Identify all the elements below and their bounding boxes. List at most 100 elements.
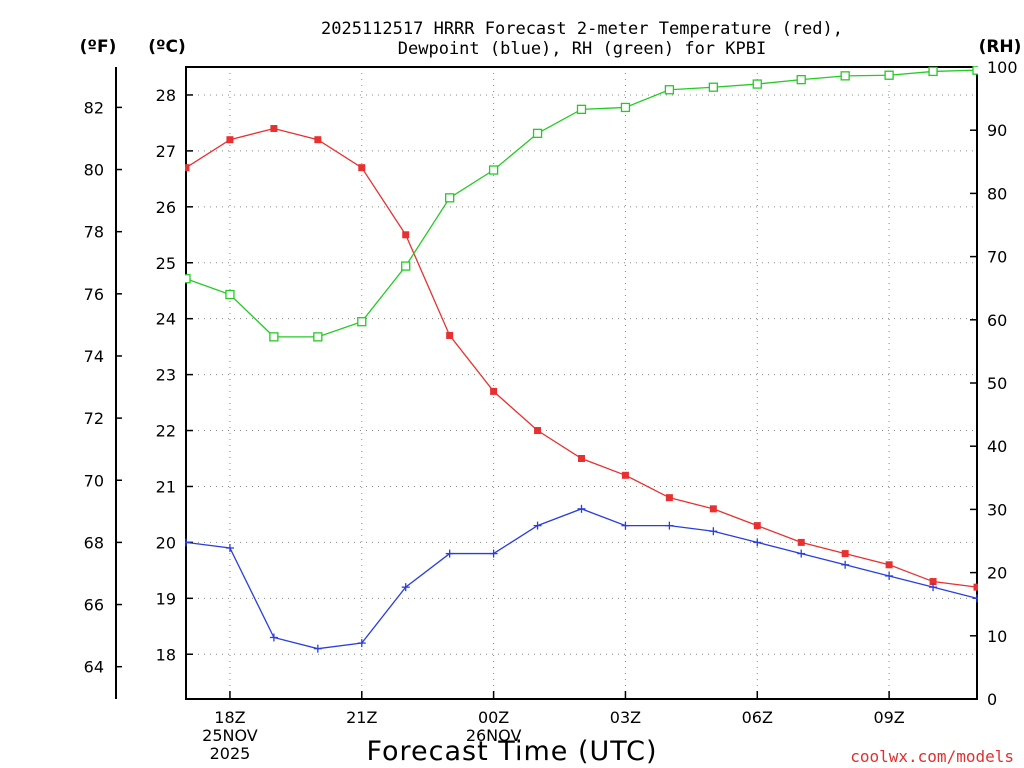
dewpoint-point [709,527,718,536]
rh-tick-label: 0 [987,690,997,709]
2-meter-temperature-point [490,387,498,395]
rh-point [752,79,762,89]
rh-point [445,193,455,203]
x-tick-label: 03Z [610,708,641,727]
rh-tick-label: 70 [987,248,1007,267]
rh-tick-label: 100 [987,58,1018,77]
x-tick-label: 09Z [873,708,904,727]
fahrenheit-tick-label: 78 [84,223,104,242]
2-meter-temperature-line [185,127,978,588]
tick-labels: 64 66 68 70 72 74 76 78 80 82 18 19 20 21 22 23 24 25 26 27… [84,58,1018,763]
fahrenheit-tick-label: 76 [84,285,104,304]
2-meter-temperature-point [402,231,410,239]
grid [186,67,977,699]
rh-point [488,165,499,175]
dewpoint-point [357,639,366,648]
dewpoint-point [753,538,762,547]
rh-point [532,128,543,139]
rh-point [840,71,850,81]
2-meter-temperature-point [621,471,629,479]
axes [115,66,978,700]
2-meter-temperature-point [665,494,673,502]
rh-tick-label: 40 [987,437,1007,456]
2-meter-temperature-point [797,538,805,546]
rh-point [928,66,938,77]
celsius-tick-label: 22 [156,422,176,441]
dewpoint-point [225,543,234,552]
celsius-tick-label: 20 [156,533,176,552]
2-meter-temperature-point [885,561,893,569]
2-meter-temperature-point [270,125,278,133]
x-axis-title: Forecast Time (UTC) [366,736,657,767]
fahrenheit-tick-label: 70 [84,471,104,490]
dewpoint-line [185,508,978,650]
series [185,66,978,653]
2-meter-temperature-point [226,136,234,144]
2-meter-temperature-point [578,455,585,463]
2-meter-temperature-point [841,550,849,558]
rh-tick-label: 80 [987,184,1007,203]
dewpoint-point [797,549,806,558]
rh-point [620,102,631,113]
2-meter-temperature-point [973,583,978,591]
2-meter-temperature-point [314,136,322,144]
rh-point [664,85,675,95]
dewpoint-point [665,521,674,530]
dewpoint-point [885,571,894,580]
celsius-tick-label: 28 [156,86,176,105]
rh-point [401,261,411,271]
fahrenheit-tick-label: 64 [84,658,104,677]
celsius-tick-label: 25 [156,254,176,273]
rh-point [313,332,323,342]
2-meter-temperature-point [446,331,454,339]
celsius-tick-label: 24 [156,310,176,329]
rh-tick-label: 20 [987,564,1007,583]
rh-point [576,104,587,114]
rh-point [972,66,978,75]
dewpoint-point [841,560,850,569]
x-tick-label: 00Z [478,708,509,727]
x-tick-year: 2025 [210,744,251,763]
celsius-tick-label: 27 [156,142,176,161]
2-meter-temperature-point [753,522,761,530]
2-meter-temperature-point [358,164,366,172]
2-meter-temperature-point [534,427,542,435]
dewpoint-point [577,504,586,513]
fahrenheit-tick-label: 80 [84,161,104,180]
rh-tick-label: 10 [987,627,1007,646]
rh-point [225,289,235,300]
fahrenheit-tick-label: 82 [84,98,104,117]
dewpoint-point [533,521,542,530]
dewpoint-point [973,594,978,603]
x-tick-date: 25NOV [202,726,258,745]
rh-point [708,82,718,92]
celsius-axis-label: (ºC) [148,37,186,57]
x-tick-date: 26NOV [466,726,522,745]
rh-tick-label: 90 [987,121,1007,140]
celsius-tick-label: 26 [156,198,176,217]
x-tick-label: 21Z [346,708,377,727]
celsius-tick-label: 19 [156,589,176,608]
dewpoint-point [185,538,190,547]
celsius-tick-label: 18 [156,645,176,664]
chart-title-line2: Dewpoint (blue), RH (green) for KPBI [398,39,766,59]
2-meter-temperature-point [929,578,937,586]
rh-axis-label: (RH) [979,37,1022,57]
credit-link[interactable]: coolwx.com/models [850,747,1014,766]
rh-tick-label: 30 [987,500,1007,519]
fahrenheit-tick-label: 72 [84,409,104,428]
rh-tick-label: 50 [987,374,1007,393]
dewpoint-point [313,644,322,653]
celsius-tick-label: 21 [156,477,176,496]
dewpoint-point [269,633,278,642]
dewpoint-point [401,583,410,592]
fahrenheit-tick-label: 66 [84,596,104,615]
x-tick-label: 06Z [742,708,773,727]
rh-point [796,74,806,85]
rh-point [884,70,894,80]
fahrenheit-axis-label: (ºF) [80,37,117,57]
fahrenheit-tick-label: 68 [84,533,104,552]
dewpoint-point [489,549,498,558]
2-meter-temperature-point [709,505,717,513]
